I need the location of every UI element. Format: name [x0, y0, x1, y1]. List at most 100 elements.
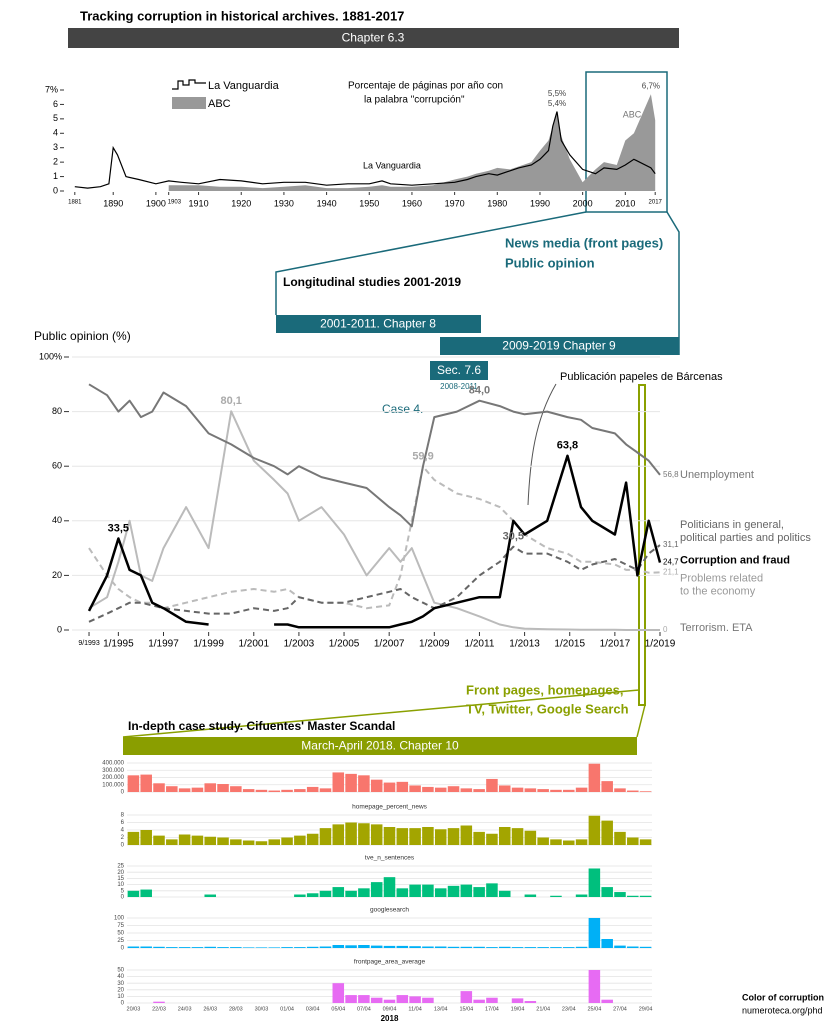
- section-label: Public opinion: [505, 255, 595, 270]
- bar: [166, 786, 178, 792]
- y-tick-label: 10: [117, 994, 124, 1000]
- y-tick-label: 0: [121, 843, 125, 849]
- bar: [230, 947, 242, 948]
- bar: [127, 946, 140, 948]
- y-tick-label: 100%: [39, 351, 62, 361]
- bar: [178, 834, 191, 845]
- bar: [319, 788, 332, 792]
- line: [88, 465, 661, 610]
- x-tick-label: 1/2005: [329, 639, 360, 650]
- bar: [140, 889, 152, 897]
- bar: [153, 783, 165, 792]
- annotation: 30,5: [503, 531, 524, 543]
- bar: [345, 822, 357, 845]
- bar: [370, 779, 383, 792]
- bar: [627, 895, 639, 897]
- bar: [588, 868, 601, 897]
- x-tick-label: 1/2009: [419, 639, 450, 650]
- bar: [370, 824, 383, 845]
- panel-title: homepage_percent_news: [352, 804, 428, 811]
- annotation: 24,7: [663, 558, 679, 567]
- bar: [358, 775, 370, 792]
- bar: [563, 947, 575, 948]
- x-tick-label: 1960: [402, 198, 422, 208]
- x-tick-label: 1980: [487, 198, 507, 208]
- bar: [319, 890, 332, 897]
- y-tick-label: 2: [121, 835, 125, 841]
- x-tick-label: 27/04: [613, 1006, 627, 1012]
- series-label: Corruption and fraud: [680, 554, 790, 566]
- bar: [383, 877, 396, 897]
- x-tick-label: 11/04: [408, 1006, 421, 1012]
- bar: [396, 828, 409, 845]
- bar: [434, 787, 447, 792]
- bar: [575, 787, 588, 792]
- bar: [217, 784, 229, 792]
- y-tick-label: 0: [121, 1001, 125, 1007]
- bar: [332, 983, 345, 1003]
- x-tick-label: 19/04: [511, 1006, 525, 1012]
- series-label: Terrorism. ETA: [680, 622, 753, 634]
- annotation: 33,5: [108, 522, 129, 534]
- bar: [217, 947, 229, 948]
- bar: [396, 781, 409, 792]
- x-tick-label: 07/04: [357, 1006, 371, 1012]
- y-tick-label: 5: [121, 888, 125, 894]
- x-tick-label: 1950: [359, 198, 379, 208]
- y-tick-label: 3: [53, 142, 58, 152]
- bar: [524, 788, 537, 792]
- bar: [486, 883, 498, 897]
- panel-title: frontpage_area_average: [354, 959, 426, 966]
- bar: [306, 946, 319, 948]
- chart-subtitle: la palabra "corrupción": [364, 95, 465, 106]
- bar: [639, 895, 652, 897]
- bar: [153, 835, 165, 845]
- x-tick-label: 1990: [530, 198, 550, 208]
- bar: [204, 836, 216, 845]
- x-tick-label: 25/04: [587, 1006, 601, 1012]
- series-label: La Vanguardia: [363, 160, 421, 170]
- bar: [306, 893, 319, 897]
- bar: [473, 887, 485, 897]
- chapter-years: 2008-2011: [440, 382, 478, 391]
- bar: [422, 827, 434, 845]
- y-tick-label: 7%: [45, 84, 58, 94]
- y-tick-label: 0: [57, 624, 62, 634]
- section-label: Front pages, homepages,: [466, 682, 623, 697]
- bar: [204, 894, 216, 897]
- x-tick-label: 1/2001: [238, 639, 269, 650]
- y-tick-label: 40: [52, 515, 62, 525]
- series-label: Problems related to the economy: [680, 572, 763, 597]
- x-tick-label: 1903: [168, 200, 182, 206]
- x-tick-label: 1/1997: [148, 639, 179, 650]
- bar: [422, 946, 434, 948]
- bar: [345, 890, 357, 897]
- area: [168, 94, 656, 191]
- bar: [627, 790, 639, 792]
- zoom-connector: [275, 211, 587, 315]
- x-tick-label: 2000: [573, 198, 593, 208]
- bar: [601, 781, 613, 792]
- x-tick-label: 30/03: [255, 1006, 269, 1012]
- bar: [524, 830, 537, 845]
- bar: [550, 789, 562, 792]
- x-tick-label: 1/2019: [645, 639, 676, 650]
- bar: [370, 882, 383, 897]
- bar: [204, 783, 216, 792]
- annotation: 63,8: [557, 440, 578, 452]
- y-axis-title: Public opinion (%): [34, 329, 131, 343]
- annotation: 6,7%: [642, 81, 660, 90]
- section-label: TV, Twitter, Google Search: [466, 701, 629, 716]
- bar: [460, 946, 473, 948]
- x-tick-label: 23/04: [562, 1006, 576, 1012]
- bar: [358, 945, 370, 948]
- y-tick-label: 80: [52, 406, 62, 416]
- annotation: 84,0: [469, 385, 490, 397]
- y-tick-label: 20: [52, 570, 62, 580]
- line: [74, 111, 656, 189]
- bar: [601, 887, 613, 897]
- bar: [460, 825, 473, 845]
- bar: [575, 894, 588, 897]
- case-highlight: [638, 384, 646, 706]
